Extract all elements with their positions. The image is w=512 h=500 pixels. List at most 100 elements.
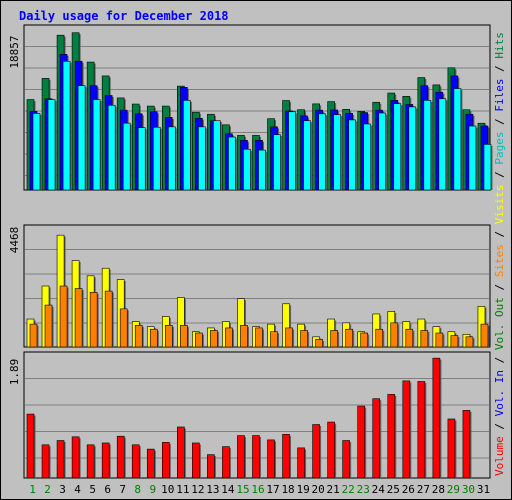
bar-volume <box>417 381 426 479</box>
bar-volume <box>372 398 381 479</box>
bar-volume <box>192 442 200 479</box>
legend-entry: Vol. In <box>493 370 506 416</box>
day-label: 26 <box>402 483 415 496</box>
bar-volume <box>297 447 305 479</box>
bar-volume <box>222 446 230 479</box>
day-label: 3 <box>59 483 66 496</box>
day-label: 7 <box>119 483 126 496</box>
bar-pages <box>62 60 71 191</box>
bar-pages <box>363 123 372 191</box>
bar-pages <box>243 148 251 191</box>
day-label: 30 <box>462 483 475 496</box>
chart-title: Daily usage for December 2018 <box>19 9 229 23</box>
bar-volume <box>116 435 125 479</box>
bar-pages <box>213 120 221 191</box>
bar-sites <box>435 332 444 348</box>
bar-pages <box>152 126 161 191</box>
bar-pages <box>77 85 86 191</box>
day-label: 25 <box>387 483 400 496</box>
legend-separator: / <box>493 277 506 297</box>
bar-sites <box>450 335 459 348</box>
bar-pages <box>408 106 417 191</box>
bar-volume <box>237 435 245 479</box>
bar-sites <box>255 327 263 348</box>
bar-volume <box>252 435 260 479</box>
right-legend: Volume / Vol. In / Vol. Out / Sites / Vi… <box>493 32 506 476</box>
bar-volume <box>146 448 155 479</box>
bar-pages <box>393 103 402 191</box>
legend-separator: / <box>493 224 506 244</box>
bar-pages <box>423 100 432 191</box>
bar-sites <box>134 325 143 348</box>
bar-pages <box>348 119 356 191</box>
panel-middle-max-tick: 4468 <box>8 227 21 254</box>
legend-separator: / <box>493 350 506 370</box>
day-label: 28 <box>432 483 445 496</box>
bar-volume <box>447 418 456 479</box>
bar-sites <box>480 323 489 348</box>
day-label: 24 <box>372 483 386 496</box>
legend-entry: Files <box>493 79 506 112</box>
bar-pages <box>273 134 281 191</box>
bar-volume <box>432 357 441 479</box>
day-label: 2 <box>44 483 51 496</box>
panel-top-max-tick: 18857 <box>8 35 21 68</box>
bar-sites <box>375 328 384 348</box>
bar-volume <box>161 442 170 479</box>
bar-volume <box>86 444 95 479</box>
day-label: 18 <box>281 483 294 496</box>
bar-pages <box>483 144 492 191</box>
day-label: 29 <box>447 483 460 496</box>
bar-pages <box>198 126 206 191</box>
bar-volume <box>41 444 50 479</box>
legend-separator: / <box>493 416 506 436</box>
bar-pages <box>468 125 477 191</box>
day-label: 23 <box>357 483 370 496</box>
bar-pages <box>167 126 176 191</box>
bar-volume <box>282 434 290 479</box>
bar-volume <box>56 440 65 479</box>
panel-bottom-max-tick: 1.89 <box>8 359 21 386</box>
bar-volume <box>462 410 471 479</box>
bar-sites <box>270 331 278 348</box>
day-label: 17 <box>266 483 279 496</box>
bar-volume <box>342 440 350 479</box>
legend-separator: / <box>493 165 506 185</box>
bar-pages <box>183 100 191 191</box>
day-label: 10 <box>161 483 174 496</box>
bar-sites <box>195 332 203 348</box>
day-label: 15 <box>236 483 249 496</box>
day-label: 13 <box>206 483 219 496</box>
bar-volume <box>327 421 335 479</box>
bar-sites <box>210 330 218 348</box>
day-label: 16 <box>251 483 264 496</box>
bar-sites <box>119 308 128 348</box>
day-label: 4 <box>74 483 81 496</box>
bar-pages <box>47 99 56 191</box>
day-label: 27 <box>417 483 430 496</box>
bar-sites <box>225 327 233 348</box>
bar-sites <box>149 328 158 348</box>
bar-volume <box>267 439 275 479</box>
bar-sites <box>240 325 248 348</box>
legend-entry: Pages <box>493 132 506 165</box>
bar-pages <box>288 111 296 191</box>
bar-sites <box>164 325 173 348</box>
bar-sites <box>59 285 68 348</box>
bar-sites <box>420 330 429 348</box>
day-label: 8 <box>134 483 141 496</box>
bar-pages <box>333 114 341 191</box>
bar-pages <box>438 98 447 191</box>
day-label: 31 <box>477 483 490 496</box>
legend-entry: Sites <box>493 244 506 277</box>
day-label: 5 <box>89 483 96 496</box>
day-label: 19 <box>296 483 309 496</box>
bar-sites <box>104 290 113 348</box>
bar-pages <box>107 104 116 191</box>
bar-sites <box>330 330 338 348</box>
day-label: 20 <box>312 483 325 496</box>
day-label: 12 <box>191 483 204 496</box>
bar-volume <box>312 424 320 479</box>
bar-volume <box>357 405 366 479</box>
